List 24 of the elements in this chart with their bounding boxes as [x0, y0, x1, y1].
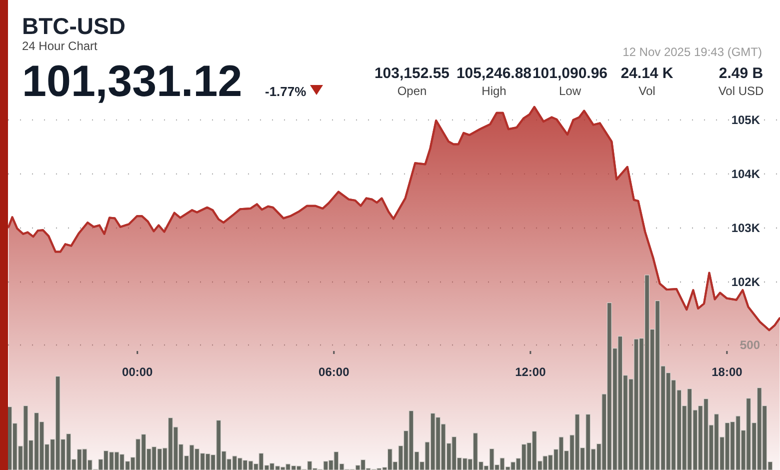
- y2-tick-label: 500: [740, 338, 760, 352]
- annotation: 101,331.12: [22, 57, 242, 106]
- annotation: 105,246.88: [456, 65, 532, 82]
- y-tick-label: 103K: [731, 220, 760, 235]
- annotation: 24.14 K: [620, 65, 674, 82]
- text: 24 Hour Chart: [22, 39, 98, 53]
- annotation: Vol: [638, 84, 656, 98]
- annotation: High: [482, 84, 506, 98]
- y-tick-label: 102K: [731, 275, 760, 289]
- annotation: Open: [397, 84, 427, 98]
- annotation: 12 Nov 2025 19:43 (GMT): [622, 45, 762, 59]
- annotation: 2.49 B: [718, 65, 764, 82]
- x-tick-label: 12:00: [515, 365, 546, 379]
- x-tick-label: 00:00: [122, 365, 154, 379]
- x-tick-label: 06:00: [318, 365, 350, 379]
- y-tick-label: 105K: [731, 112, 760, 127]
- annotation: 103,152.55: [374, 65, 450, 82]
- annotation: 101,090.96: [532, 65, 608, 82]
- annotation: Low: [558, 84, 582, 98]
- text: BTC-USD: [22, 13, 126, 39]
- annotation: -1.77%: [265, 84, 307, 99]
- annotation: Vol USD: [718, 84, 764, 98]
- y-tick-label: 104K: [731, 166, 760, 181]
- x-tick-label: 18:00: [712, 365, 743, 379]
